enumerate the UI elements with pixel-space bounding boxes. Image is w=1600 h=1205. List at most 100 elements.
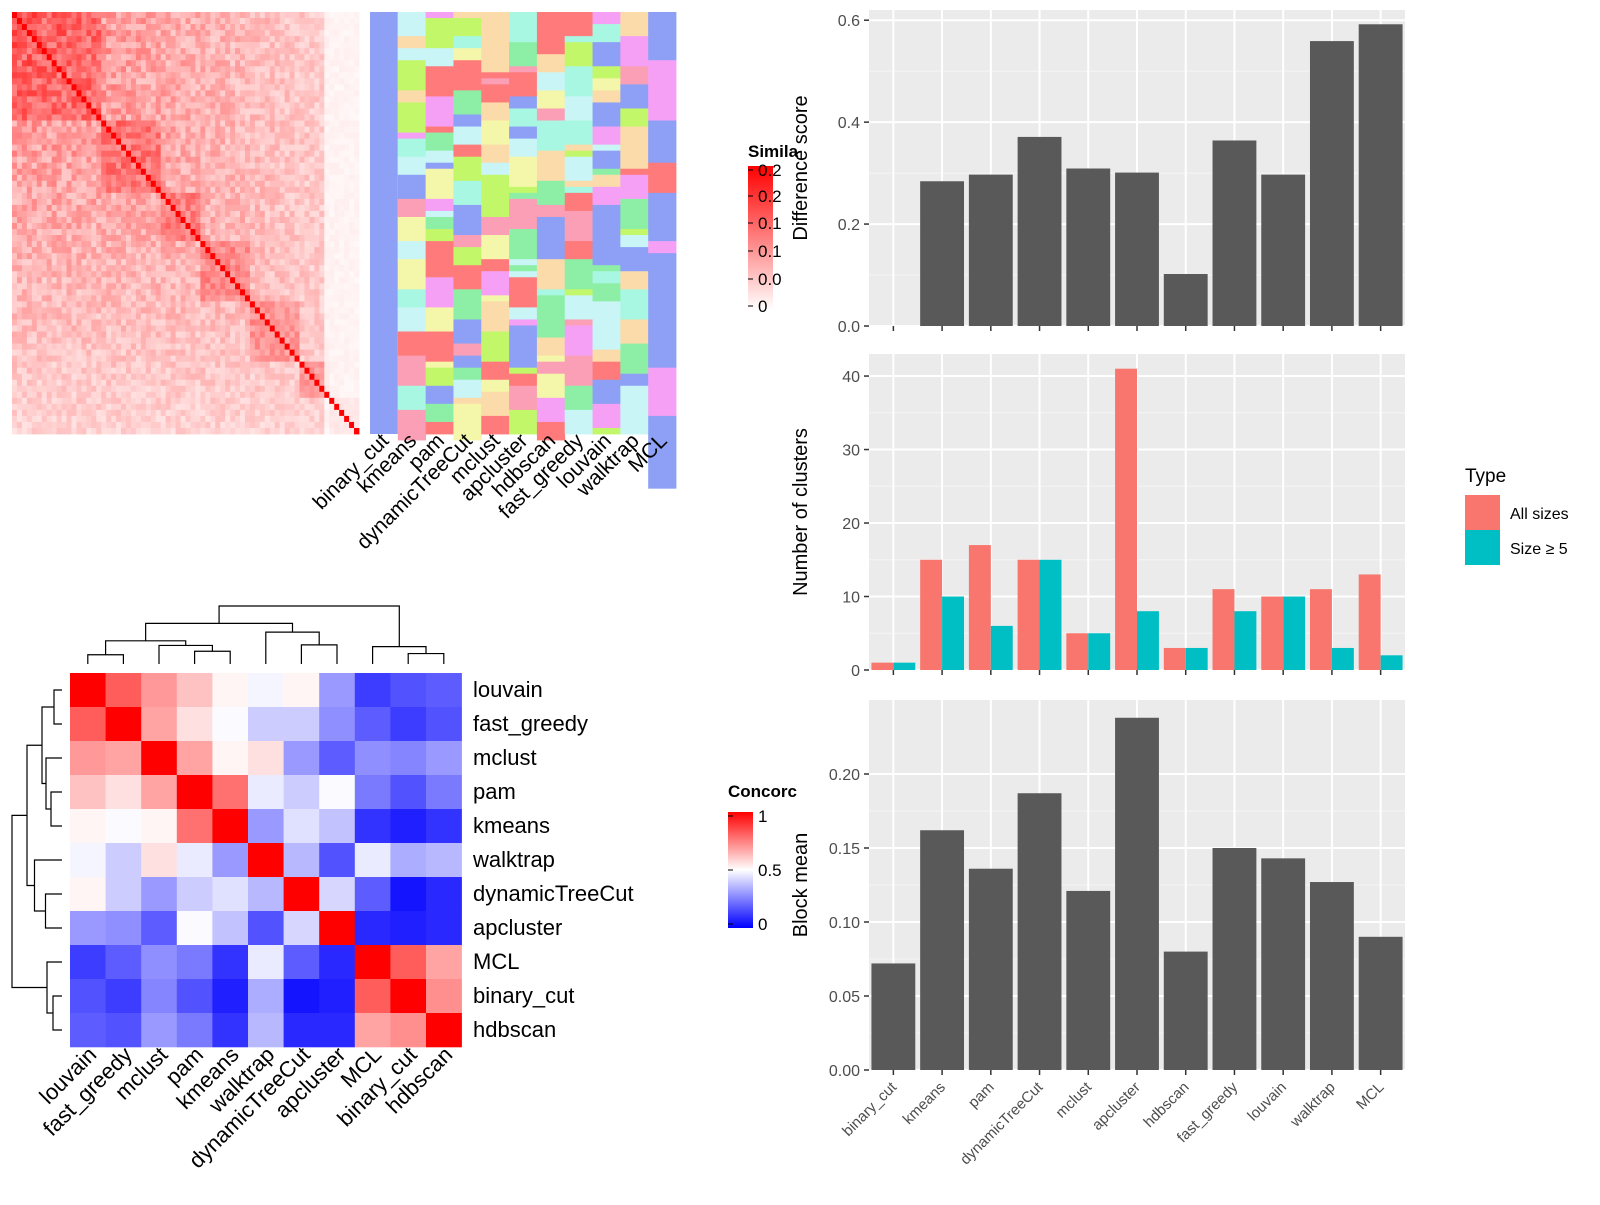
similarity-cell <box>130 247 137 254</box>
similarity-cell <box>76 36 82 43</box>
similarity-cell <box>126 427 132 435</box>
similarity-cell <box>349 18 355 25</box>
similarity-cell <box>101 36 107 43</box>
similarity-cell <box>284 168 290 176</box>
similarity-cell <box>51 24 58 31</box>
similarity-cell <box>66 229 72 236</box>
cluster-segment <box>397 409 427 441</box>
similarity-cell <box>230 319 236 326</box>
similarity-cell <box>116 247 122 254</box>
similarity-cell <box>76 277 82 284</box>
similarity-cell <box>71 180 77 188</box>
similarity-cell <box>254 96 261 103</box>
similarity-cell <box>21 174 28 182</box>
similarity-cell <box>205 174 211 182</box>
similarity-cell <box>269 403 276 411</box>
similarity-cell <box>36 24 43 31</box>
similarity-cell <box>284 162 290 170</box>
similarity-cell <box>126 120 132 127</box>
similarity-cell <box>175 223 181 230</box>
similarity-cell <box>56 241 62 248</box>
similarity-cell <box>71 331 77 338</box>
similarity-cell <box>274 198 281 206</box>
similarity-cell <box>140 24 147 31</box>
similarity-cell <box>76 18 82 25</box>
similarity-cell <box>51 48 58 55</box>
similarity-cell <box>16 144 23 152</box>
similarity-cell <box>140 301 147 308</box>
similarity-cell <box>71 229 77 236</box>
similarity-cell <box>66 295 72 302</box>
similarity-cell <box>150 198 157 206</box>
similarity-cell <box>289 349 295 357</box>
similarity-cell <box>76 343 82 350</box>
similarity-cell <box>329 313 335 320</box>
similarity-cell <box>349 192 355 200</box>
similarity-cell <box>111 415 117 423</box>
similarity-cell <box>249 427 256 435</box>
similarity-cell <box>81 235 87 242</box>
similarity-cell <box>249 289 256 296</box>
similarity-cell <box>299 96 305 103</box>
similarity-cell <box>329 42 335 49</box>
similarity-cell <box>200 54 206 61</box>
similarity-cell <box>31 397 38 405</box>
similarity-cell <box>244 415 251 423</box>
similarity-cell <box>16 319 23 326</box>
similarity-cell <box>284 54 290 61</box>
similarity-cell <box>254 108 261 115</box>
cluster-segment <box>425 48 454 67</box>
similarity-cell <box>314 102 320 109</box>
similarity-cell <box>274 36 281 43</box>
similarity-cell <box>334 397 340 405</box>
similarity-cell <box>249 265 256 272</box>
similarity-cell <box>344 223 350 230</box>
similarity-cell <box>244 66 251 73</box>
similarity-cell <box>51 156 58 164</box>
similarity-cell <box>344 48 350 55</box>
similarity-cell <box>61 409 67 417</box>
similarity-cell <box>121 72 127 79</box>
similarity-cell <box>324 168 330 176</box>
similarity-cell <box>180 361 186 369</box>
similarity-cell <box>91 367 97 375</box>
similarity-cell <box>200 144 206 152</box>
similarity-cell <box>175 162 181 170</box>
similarity-cell <box>185 427 191 435</box>
similarity-cell <box>190 355 196 363</box>
similarity-cell <box>26 210 33 218</box>
similarity-cell <box>150 229 157 236</box>
similarity-cell <box>235 42 241 49</box>
similarity-cell <box>294 337 300 344</box>
similarity-cell <box>339 192 345 200</box>
similarity-cell <box>200 301 206 308</box>
similarity-cell <box>289 307 295 314</box>
similarity-cell <box>334 84 340 91</box>
similarity-cell <box>116 397 122 405</box>
similarity-cell <box>354 54 360 61</box>
similarity-cell <box>12 385 18 393</box>
similarity-cell <box>175 198 181 206</box>
similarity-cell <box>319 72 325 79</box>
similarity-cell <box>61 144 67 152</box>
similarity-cell <box>145 174 152 182</box>
similarity-cell <box>195 397 201 405</box>
similarity-cell <box>150 253 157 260</box>
similarity-cell <box>12 168 18 176</box>
similarity-cell <box>180 271 186 278</box>
similarity-cell <box>126 102 132 109</box>
similarity-cell <box>220 54 226 61</box>
similarity-cell <box>225 379 231 387</box>
similarity-cell <box>140 96 147 103</box>
similarity-cell <box>324 210 330 218</box>
similarity-cell <box>220 325 226 332</box>
similarity-cell <box>170 72 176 79</box>
similarity-cell <box>254 259 261 266</box>
similarity-cell <box>12 78 18 85</box>
similarity-cell <box>264 307 271 314</box>
similarity-cell <box>36 391 43 399</box>
similarity-cell <box>185 355 191 363</box>
similarity-cell <box>26 156 33 164</box>
similarity-cell <box>259 409 266 417</box>
similarity-cell <box>36 96 43 103</box>
